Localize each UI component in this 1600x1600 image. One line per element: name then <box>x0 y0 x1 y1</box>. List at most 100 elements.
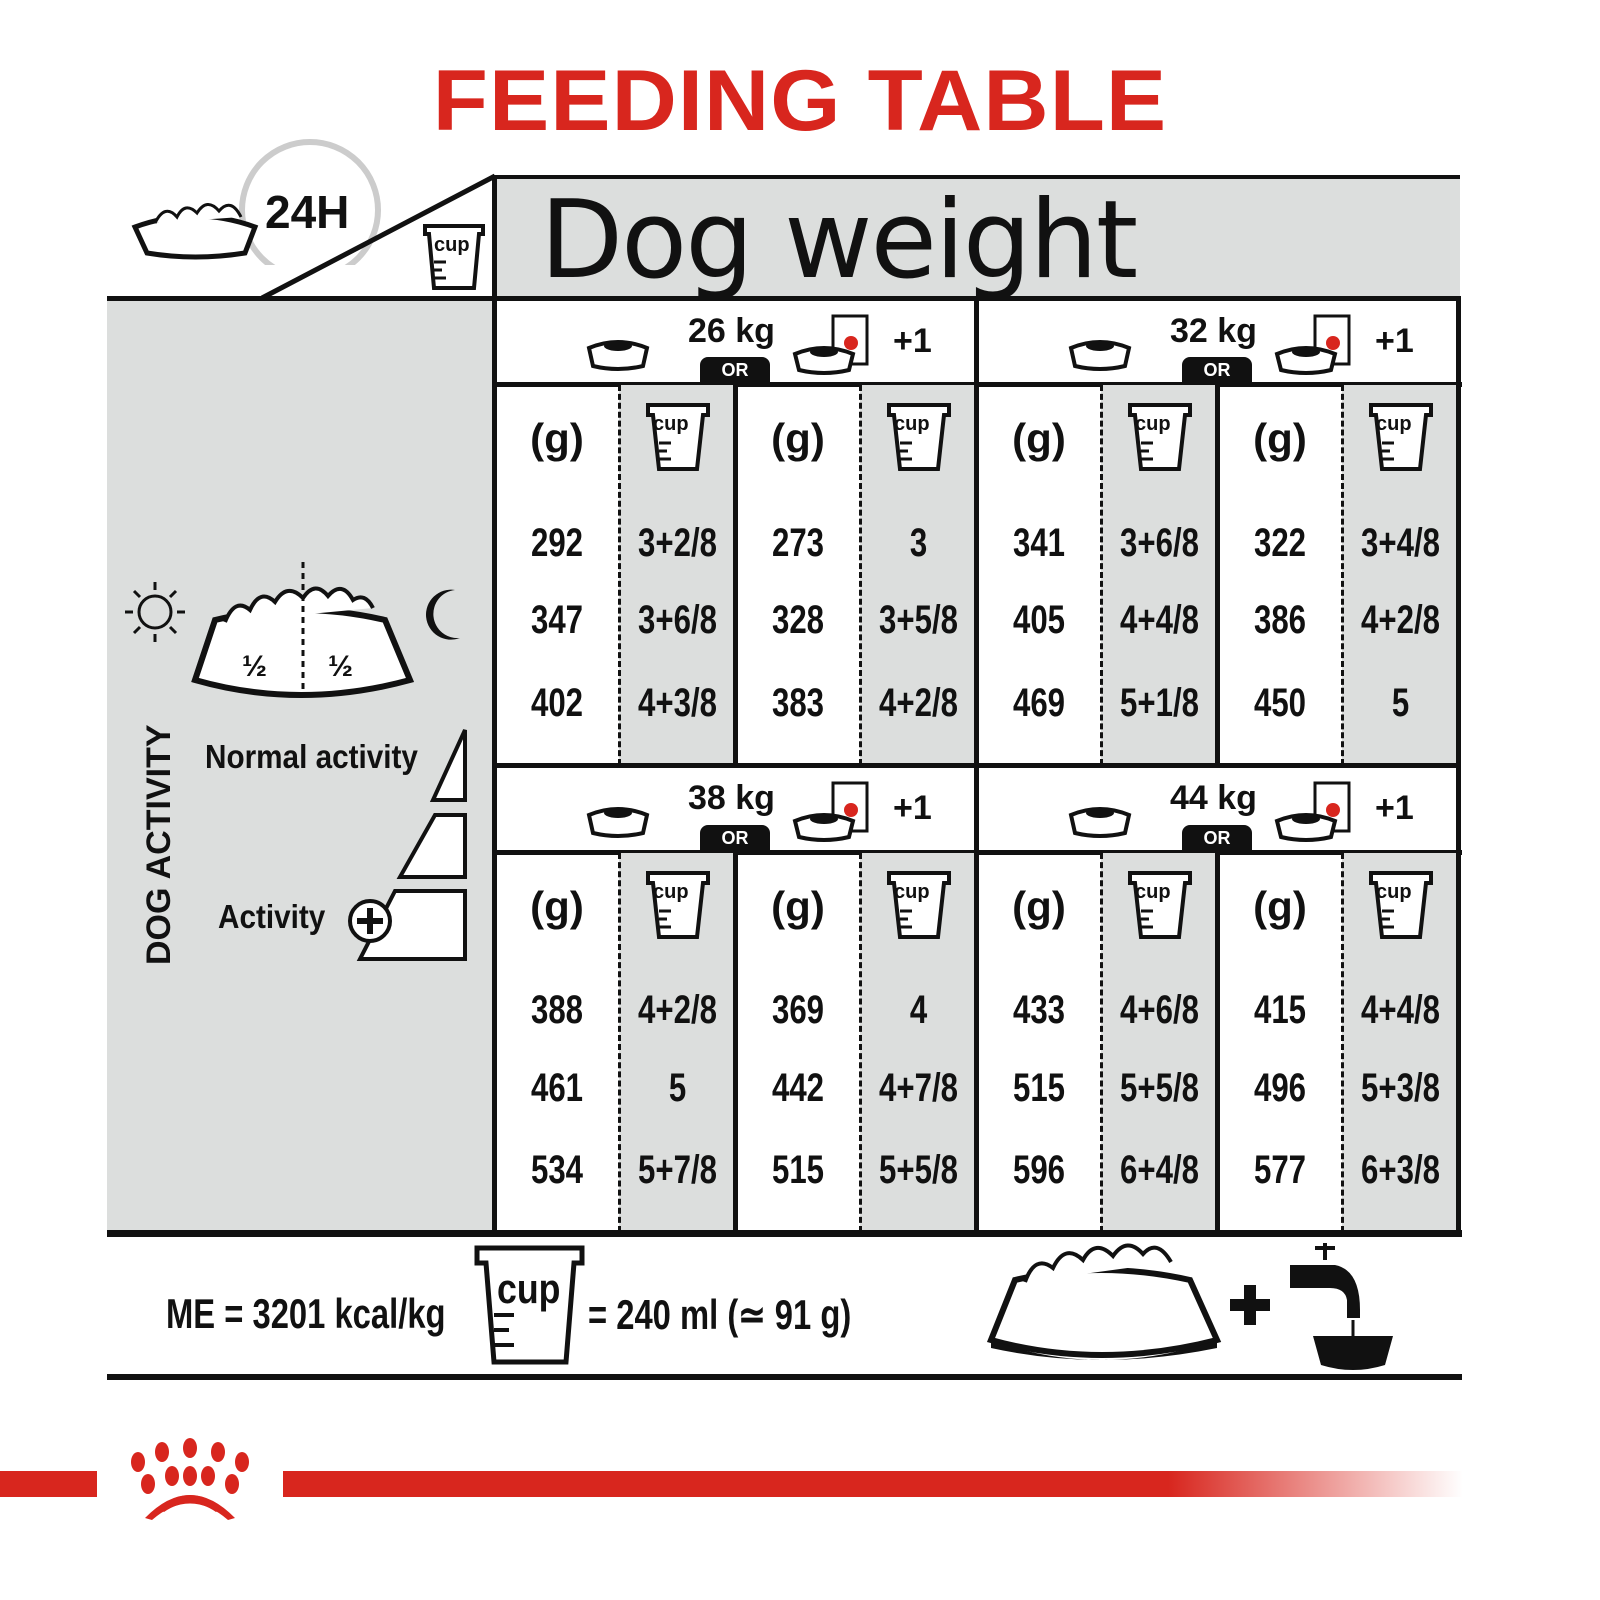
cup-icon <box>646 403 710 471</box>
dotted-divider <box>859 385 862 765</box>
diagonal-divider <box>260 173 497 301</box>
dotted-divider <box>1341 385 1344 765</box>
divider <box>495 850 980 855</box>
frame-top <box>495 296 1461 301</box>
cup-label: cup <box>894 413 930 435</box>
dotted-divider <box>618 385 621 765</box>
cup-label: cup <box>434 234 470 256</box>
weight-label: 44 kg <box>1170 779 1257 817</box>
dog-weight-title: Dog weight <box>540 178 1138 303</box>
cups-value: 4+4/8 <box>1120 598 1199 642</box>
plus-icon <box>1230 1285 1270 1325</box>
cups-value: 5+5/8 <box>1120 1066 1199 1110</box>
cups-value: 3+5/8 <box>879 598 958 642</box>
cup-label: cup <box>894 881 930 903</box>
grams-value: 341 <box>1012 521 1066 565</box>
grams-value: 402 <box>530 681 584 725</box>
cups-value: 3+2/8 <box>638 521 717 565</box>
dry-or-wet-food-icon <box>586 781 869 842</box>
grams-value: 369 <box>771 988 825 1032</box>
weight-label: 26 kg <box>688 312 775 350</box>
cups-value: 3+6/8 <box>1120 521 1199 565</box>
bowl-icon <box>986 1243 1222 1360</box>
dry-or-wet-food-icon <box>586 314 869 375</box>
cups-value: 5+5/8 <box>879 1148 958 1192</box>
normal-activity-label: Normal activity <box>205 738 418 775</box>
plus-circle-icon <box>348 899 392 943</box>
bowl-24h-icon <box>131 139 381 265</box>
half-right: ½ <box>328 650 354 683</box>
dry-or-wet-food-icon <box>1068 314 1351 375</box>
cup-icon <box>1369 403 1433 471</box>
grams-value: 534 <box>530 1148 584 1192</box>
cups-value: 5 <box>1391 681 1410 725</box>
group-divider <box>1215 385 1220 765</box>
frame-left <box>492 175 497 1235</box>
divider <box>977 382 1462 387</box>
group-divider <box>733 853 738 1232</box>
page-title: FEEDING TABLE <box>432 53 1168 149</box>
grams-value: 515 <box>1012 1066 1066 1110</box>
royal-canin-logo <box>131 1438 249 1520</box>
dog-activity-label: DOG ACTIVITY <box>140 724 178 965</box>
cup-equivalence: = 240 ml (≃ 91 g) <box>588 1291 852 1338</box>
or-badge: OR <box>1182 825 1252 851</box>
cup-icon <box>1128 403 1192 471</box>
or-badge: OR <box>1182 357 1252 383</box>
cup-measure-icon <box>474 1245 585 1365</box>
grams-value: 328 <box>771 598 825 642</box>
group-divider <box>733 385 738 765</box>
grams-value: 433 <box>1012 988 1066 1032</box>
food-plus-water-icon <box>986 1243 1393 1370</box>
grams-header: (g) <box>1012 883 1066 930</box>
cups-value: 4+6/8 <box>1120 988 1199 1032</box>
cup-label-footer: cup <box>497 1265 561 1312</box>
grams-value: 292 <box>530 521 584 565</box>
grams-header: (g) <box>530 883 584 930</box>
half-left: ½ <box>242 650 268 683</box>
energy-content: ME = 3201 kcal/kg <box>166 1290 446 1337</box>
brand-band-right <box>283 1471 1463 1497</box>
cups-value: 3+4/8 <box>1361 521 1440 565</box>
brand-band-left <box>0 1471 97 1497</box>
weight-label: 32 kg <box>1170 312 1257 350</box>
dry-or-wet-food-icon <box>1068 781 1351 842</box>
cups-value: 6+4/8 <box>1120 1148 1199 1192</box>
cup-label: cup <box>1376 881 1412 903</box>
cups-value: 3+6/8 <box>638 598 717 642</box>
or-badge: OR <box>700 357 770 383</box>
cups-value: 6+3/8 <box>1361 1148 1440 1192</box>
grams-header: (g) <box>1253 883 1307 930</box>
plus-one-pouch: +1 <box>1375 789 1414 827</box>
cups-value: 3 <box>909 521 928 565</box>
grams-value: 386 <box>1253 598 1307 642</box>
grams-value: 388 <box>530 988 584 1032</box>
cups-value: 4 <box>909 988 928 1032</box>
moon-icon <box>425 589 460 640</box>
cups-value: 5+7/8 <box>638 1148 717 1192</box>
grams-value: 515 <box>771 1148 825 1192</box>
grams-header: (g) <box>771 415 825 462</box>
cup-icon <box>646 871 710 939</box>
water-tap-icon <box>1290 1243 1393 1370</box>
daily-split-illustration <box>125 562 460 698</box>
grams-header: (g) <box>530 415 584 462</box>
cup-icon <box>887 403 951 471</box>
cups-value: 4+7/8 <box>879 1066 958 1110</box>
grams-value: 469 <box>1012 681 1066 725</box>
grams-header: (g) <box>1253 415 1307 462</box>
grams-value: 415 <box>1253 988 1307 1032</box>
grams-header: (g) <box>1012 415 1066 462</box>
divider <box>495 382 980 387</box>
grams-value: 347 <box>530 598 584 642</box>
dotted-divider <box>618 853 621 1232</box>
cups-value: 5+3/8 <box>1361 1066 1440 1110</box>
cup-icon <box>1128 871 1192 939</box>
plus-one-pouch: +1 <box>1375 322 1414 360</box>
group-divider <box>1215 853 1220 1232</box>
or-badge: OR <box>700 825 770 851</box>
plus-one-pouch: +1 <box>893 789 932 827</box>
cup-label: cup <box>1135 413 1171 435</box>
high-activity-label: Activity <box>218 898 326 935</box>
grams-value: 273 <box>771 521 825 565</box>
